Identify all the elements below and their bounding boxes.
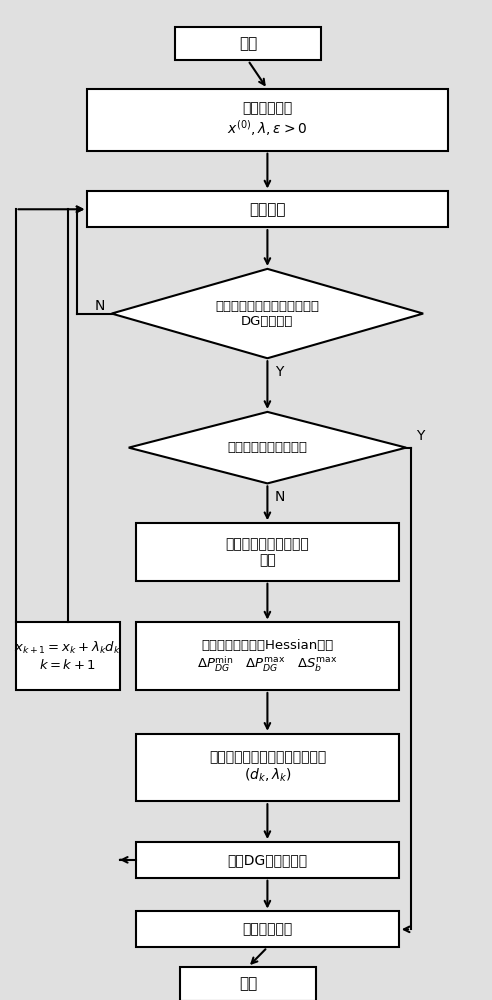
FancyBboxPatch shape	[136, 842, 399, 878]
FancyBboxPatch shape	[136, 734, 399, 801]
Text: 输出最优结果: 输出最优结果	[242, 922, 293, 936]
Polygon shape	[112, 269, 423, 358]
FancyBboxPatch shape	[180, 967, 316, 1000]
Text: Y: Y	[417, 429, 425, 443]
Text: 判断线路有功约束，发电机和
DG输出约束: 判断线路有功约束，发电机和 DG输出约束	[215, 300, 319, 328]
Text: 形成二次规划问题，求解原始解
$(d_k,\lambda_k)$: 形成二次规划问题，求解原始解 $(d_k,\lambda_k)$	[209, 750, 326, 784]
Text: Y: Y	[276, 365, 284, 379]
Polygon shape	[129, 412, 406, 483]
Text: 潮流计算: 潮流计算	[249, 202, 286, 217]
Text: 修正DG的有功输出: 修正DG的有功输出	[227, 853, 308, 867]
Text: N: N	[275, 490, 285, 504]
Text: $x_{k+1}=x_k+\lambda_k d_k$
$k=k+1$: $x_{k+1}=x_k+\lambda_k d_k$ $k=k+1$	[14, 640, 122, 672]
Text: 修改松弛系数和灵敏度
矩阵: 修改松弛系数和灵敏度 矩阵	[225, 537, 309, 567]
Text: N: N	[94, 299, 105, 313]
FancyBboxPatch shape	[136, 523, 399, 581]
FancyBboxPatch shape	[136, 622, 399, 690]
FancyBboxPatch shape	[16, 622, 120, 690]
FancyBboxPatch shape	[175, 27, 321, 60]
Text: 计算雅可比矩阵和Hessian矩阵
$\Delta P_{DG}^{\min}\quad\Delta P_{DG}^{\max}\quad\Delta S_b^: 计算雅可比矩阵和Hessian矩阵 $\Delta P_{DG}^{\min}\…	[197, 639, 338, 674]
FancyBboxPatch shape	[87, 89, 448, 151]
Text: 结束: 结束	[239, 976, 257, 991]
Text: 开始: 开始	[239, 36, 257, 51]
Text: 判断目标函数是否最小: 判断目标函数是否最小	[227, 441, 308, 454]
FancyBboxPatch shape	[136, 911, 399, 947]
Text: 输入初始参数
$x^{(0)},\lambda,\varepsilon>0$: 输入初始参数 $x^{(0)},\lambda,\varepsilon>0$	[227, 101, 308, 138]
FancyBboxPatch shape	[87, 191, 448, 227]
